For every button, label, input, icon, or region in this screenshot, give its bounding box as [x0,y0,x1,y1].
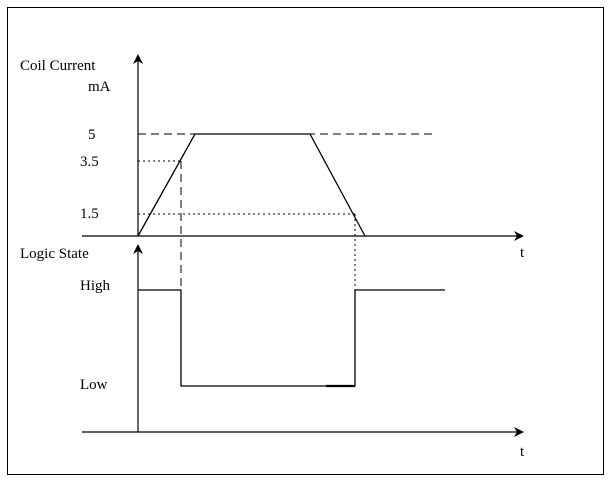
logic-axis-label: Logic State [20,246,89,262]
logic-state-trace [138,289,445,387]
level-5-label: 5 [88,127,96,143]
coil-current-trace [137,133,366,237]
current-time-label: t [520,245,525,261]
logic-time-label: t [520,444,525,460]
high-level-label: High [80,278,111,294]
level-3-5-label: 3.5 [80,154,99,170]
level-1-5-label: 1.5 [80,206,99,222]
logic-state-graph: Logic State t High Low [20,244,525,460]
current-axis-label-line1: Coil Current [20,58,96,74]
current-axis-label-line2: mA [88,79,111,95]
low-level-label: Low [80,377,108,393]
coil-current-graph: Coil Current mA t 5 3.5 1.5 [20,54,525,261]
diagram-frame [7,7,604,475]
